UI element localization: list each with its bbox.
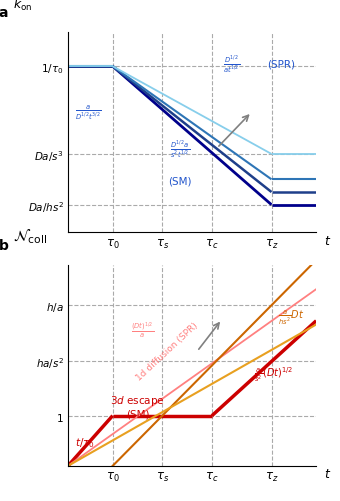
Text: $\frac{D^{1/2}}{at^{1/2}}$: $\frac{D^{1/2}}{at^{1/2}}$ bbox=[223, 54, 240, 75]
Text: 1d diffusion (SPR): 1d diffusion (SPR) bbox=[135, 321, 200, 382]
Text: $\frac{(Dt)^{1/2}}{a}$: $\frac{(Dt)^{1/2}}{a}$ bbox=[131, 320, 154, 340]
Text: $t$: $t$ bbox=[324, 234, 331, 247]
Text: $\mathcal{N}_{\mathrm{coll}}$: $\mathcal{N}_{\mathrm{coll}}$ bbox=[13, 227, 48, 245]
Text: $\frac{a}{D^{1/2}t^{3/2}}$: $\frac{a}{D^{1/2}t^{3/2}}$ bbox=[75, 104, 101, 122]
Text: a: a bbox=[0, 6, 8, 20]
Text: $t$: $t$ bbox=[324, 467, 331, 480]
Text: $k_{\mathrm{on}}$: $k_{\mathrm{on}}$ bbox=[13, 0, 33, 13]
Text: (SM): (SM) bbox=[168, 176, 191, 186]
Text: $t/\tau_0$: $t/\tau_0$ bbox=[75, 435, 95, 449]
Text: (SPR): (SPR) bbox=[268, 60, 295, 70]
Text: $\frac{a}{hs^2}Dt$: $\frac{a}{hs^2}Dt$ bbox=[278, 309, 305, 327]
Text: b: b bbox=[0, 238, 8, 253]
Text: $\frac{a}{s^2}(Dt)^{1/2}$: $\frac{a}{s^2}(Dt)^{1/2}$ bbox=[254, 364, 294, 383]
Text: $\frac{D^{1/2}a}{s^2t^{1/2}}$: $\frac{D^{1/2}a}{s^2t^{1/2}}$ bbox=[170, 138, 190, 159]
Text: $3d$ escape
(SM): $3d$ escape (SM) bbox=[110, 393, 165, 418]
